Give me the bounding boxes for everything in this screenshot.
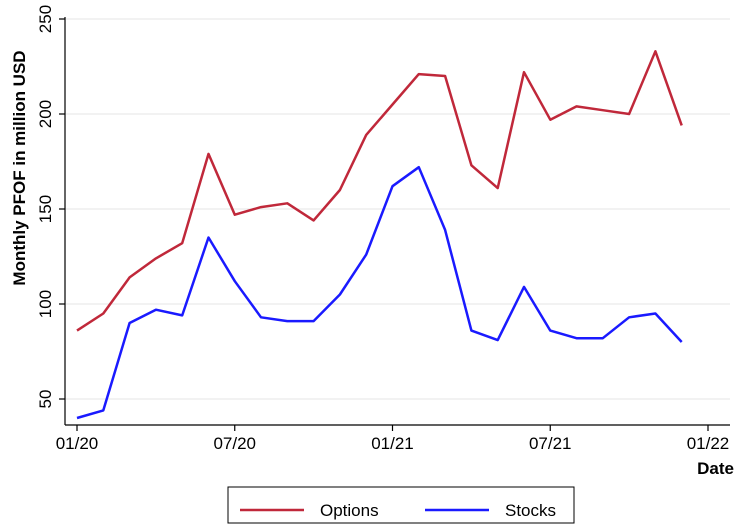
x-tick-label: 07/21 [529, 434, 572, 453]
y-tick-label: 100 [36, 290, 55, 318]
gridlines [65, 18, 730, 400]
y-tick-label: 50 [36, 390, 55, 409]
y-tick-label: 200 [36, 100, 55, 128]
y-ticks: 50 100 150 200 250 [36, 5, 65, 409]
x-tick-label: 01/20 [56, 434, 99, 453]
legend-box [227, 486, 575, 524]
series-group [76, 50, 683, 420]
y-tick-label: 150 [36, 195, 55, 223]
y-tick-label: 250 [36, 5, 55, 33]
legend-label-options: Options [320, 501, 379, 520]
axes [64, 17, 730, 426]
x-tick-label: 01/21 [371, 434, 414, 453]
x-tick-label: 07/20 [213, 434, 256, 453]
x-ticks: 01/20 07/20 01/21 07/21 01/22 [56, 425, 730, 453]
x-axis-label: Date [697, 459, 734, 478]
x-tick-label: 01/22 [687, 434, 730, 453]
y-axis-label: Monthly PFOF in million USD [10, 50, 29, 285]
legend: Options Stocks [227, 486, 575, 524]
series-line-options [76, 50, 683, 332]
legend-label-stocks: Stocks [505, 501, 556, 520]
series-line-stocks [76, 165, 683, 420]
